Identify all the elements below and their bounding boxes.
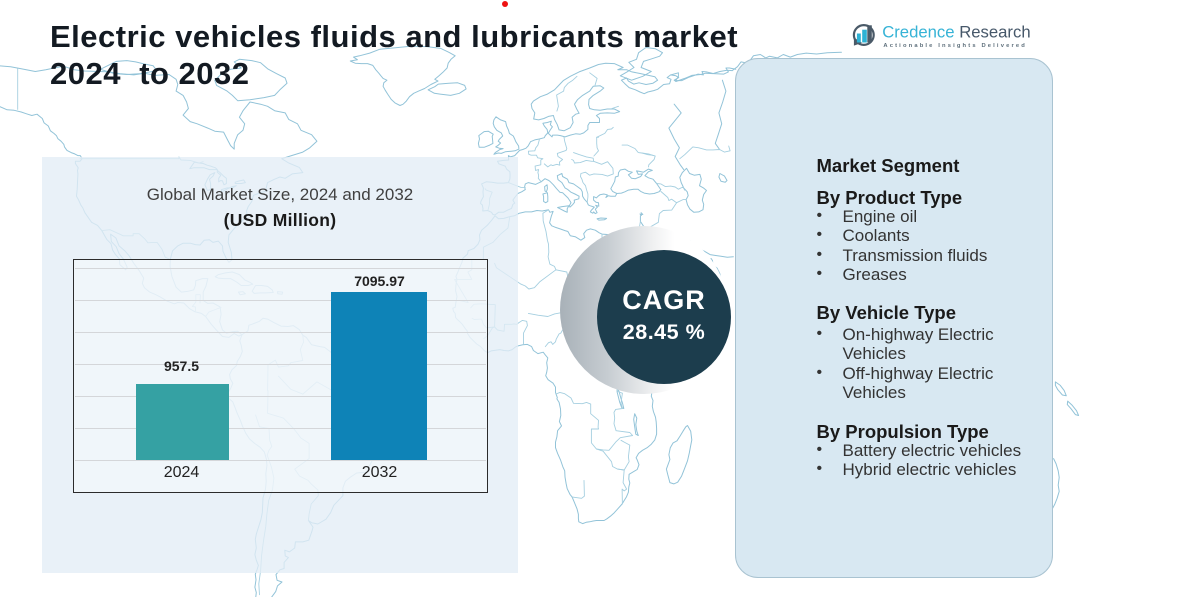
svg-text:Credence Research: Credence Research [882, 22, 1030, 41]
svg-text:Actionable Insights Delivered: Actionable Insights Delivered [883, 43, 1027, 49]
